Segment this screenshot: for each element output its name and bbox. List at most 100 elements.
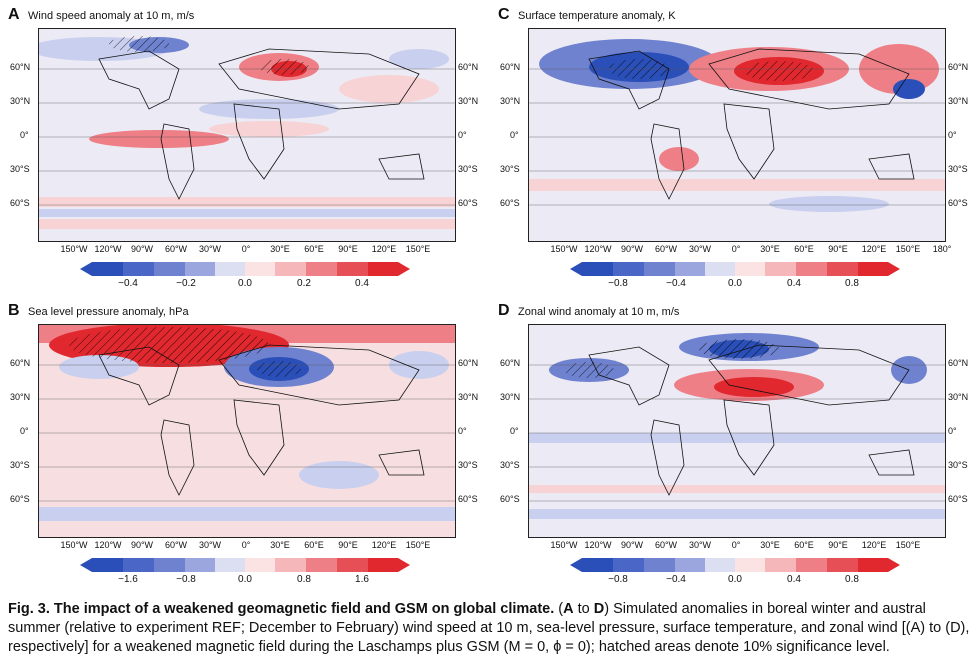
lon-label: 90°E [338, 540, 358, 550]
colorbar-tick: 0.0 [728, 574, 742, 585]
lat-label: 30°N [948, 392, 969, 402]
panel-b: B Sea level pressure anomaly, hPa [0, 296, 490, 590]
lat-label: 30°N [458, 392, 479, 402]
lon-label: 0° [241, 244, 251, 254]
lon-label: 90°W [620, 540, 644, 550]
colorbar-tick: 0.8 [845, 278, 859, 289]
lon-label: 0° [241, 540, 251, 550]
lon-label: 30°E [270, 244, 290, 254]
caption-text: to [573, 601, 594, 617]
lon-label: 60°W [654, 540, 678, 550]
lat-label: 30°N [948, 96, 969, 106]
lon-label: 90°E [828, 244, 848, 254]
panel-letter: A [8, 6, 20, 23]
lat-label: 60°S [948, 494, 968, 504]
colorbar [80, 262, 410, 276]
lon-label: 60°E [304, 244, 324, 254]
lat-label: 0° [20, 426, 29, 436]
lat-label: 30°S [500, 164, 520, 174]
panel-title: Wind speed anomaly at 10 m, m/s [28, 10, 195, 22]
lon-label: 30°E [760, 244, 780, 254]
panel-d: D Zonal wind anomaly at 10 m, m/s [490, 296, 980, 590]
map [528, 324, 946, 538]
caption-body: ) Simulated anomalies in boreal winter a… [8, 601, 970, 655]
lat-label: 0° [948, 426, 957, 436]
panel-letter: D [498, 302, 510, 319]
lon-label: 150°E [895, 540, 921, 550]
panel-title: Sea level pressure anomaly, hPa [28, 306, 189, 318]
lon-label: 150°W [60, 244, 88, 254]
lat-label: 60°S [10, 198, 30, 208]
colorbar-tick: 0.8 [845, 574, 859, 585]
colorbar-tick: 0.4 [355, 278, 369, 289]
lon-label: 60°E [794, 244, 814, 254]
lat-label: 30°S [10, 460, 30, 470]
lat-label: 0° [948, 130, 957, 140]
colorbar-tick: −0.2 [176, 278, 196, 289]
lon-label: 30°W [198, 540, 222, 550]
lon-label: 150°E [895, 244, 921, 254]
panel-c: C Surface temperature anomaly, K [490, 0, 980, 294]
lat-label: 60°S [458, 198, 478, 208]
colorbar-tick: −0.8 [176, 574, 196, 585]
lon-label: 30°E [760, 540, 780, 550]
lat-label: 60°S [500, 198, 520, 208]
colorbar-tick: 0.8 [297, 574, 311, 585]
lon-label: 30°W [688, 540, 712, 550]
lon-label: 90°W [130, 244, 154, 254]
lat-label: 30°N [500, 96, 521, 106]
lon-label: 150°E [405, 540, 431, 550]
lat-label: 60°N [10, 358, 31, 368]
lat-label: 60°N [948, 62, 969, 72]
lon-label: 150°W [550, 540, 578, 550]
lon-label: 0° [731, 244, 741, 254]
panel-letter: B [8, 302, 20, 319]
colorbar-tick: −0.8 [608, 278, 628, 289]
lon-label: 30°E [270, 540, 290, 550]
lon-label: 150°W [60, 540, 88, 550]
lat-label: 60°N [948, 358, 969, 368]
caption-d: D [593, 601, 605, 617]
lat-label: 60°N [500, 358, 521, 368]
lat-label: 30°S [10, 164, 30, 174]
lat-label: 60°N [458, 62, 479, 72]
map [38, 28, 456, 242]
colorbar-tick: 1.6 [355, 574, 369, 585]
lat-label: 60°S [500, 494, 520, 504]
colorbar [80, 558, 410, 572]
lat-label: 60°N [500, 62, 521, 72]
colorbar-tick: −0.8 [608, 574, 628, 585]
lat-label: 0° [458, 426, 467, 436]
lat-label: 30°N [10, 96, 31, 106]
lon-label: 120°E [861, 244, 887, 254]
lat-label: 30°S [948, 460, 968, 470]
lat-label: 0° [458, 130, 467, 140]
lon-label: 0° [731, 540, 741, 550]
panel-a: A Wind speed anomaly at 10 m, m/s [0, 0, 490, 294]
map [38, 324, 456, 538]
lon-label: 120°E [861, 540, 887, 550]
colorbar-tick: −0.4 [666, 574, 686, 585]
lat-label: 0° [510, 130, 519, 140]
lon-label: 90°E [828, 540, 848, 550]
colorbar-tick: −1.6 [118, 574, 138, 585]
colorbar-tick: 0.4 [787, 278, 801, 289]
colorbar [570, 262, 900, 276]
lon-label: 120°W [94, 540, 122, 550]
lat-label: 30°N [10, 392, 31, 402]
lon-label: 120°W [94, 244, 122, 254]
lon-label: 90°E [338, 244, 358, 254]
lon-label: 150°W [550, 244, 578, 254]
colorbar-tick: 0.2 [297, 278, 311, 289]
lon-label: 120°E [371, 540, 397, 550]
lat-label: 0° [510, 426, 519, 436]
colorbar-tick: 0.0 [238, 574, 252, 585]
colorbar-tick: 0.0 [728, 278, 742, 289]
colorbar [570, 558, 900, 572]
lon-label: 30°W [198, 244, 222, 254]
colorbar-tick: 0.0 [238, 278, 252, 289]
caption-text: ( [554, 601, 564, 617]
figure-caption: Fig. 3. The impact of a weakened geomagn… [8, 600, 972, 657]
lon-label: 60°W [654, 244, 678, 254]
lat-label: 60°S [10, 494, 30, 504]
